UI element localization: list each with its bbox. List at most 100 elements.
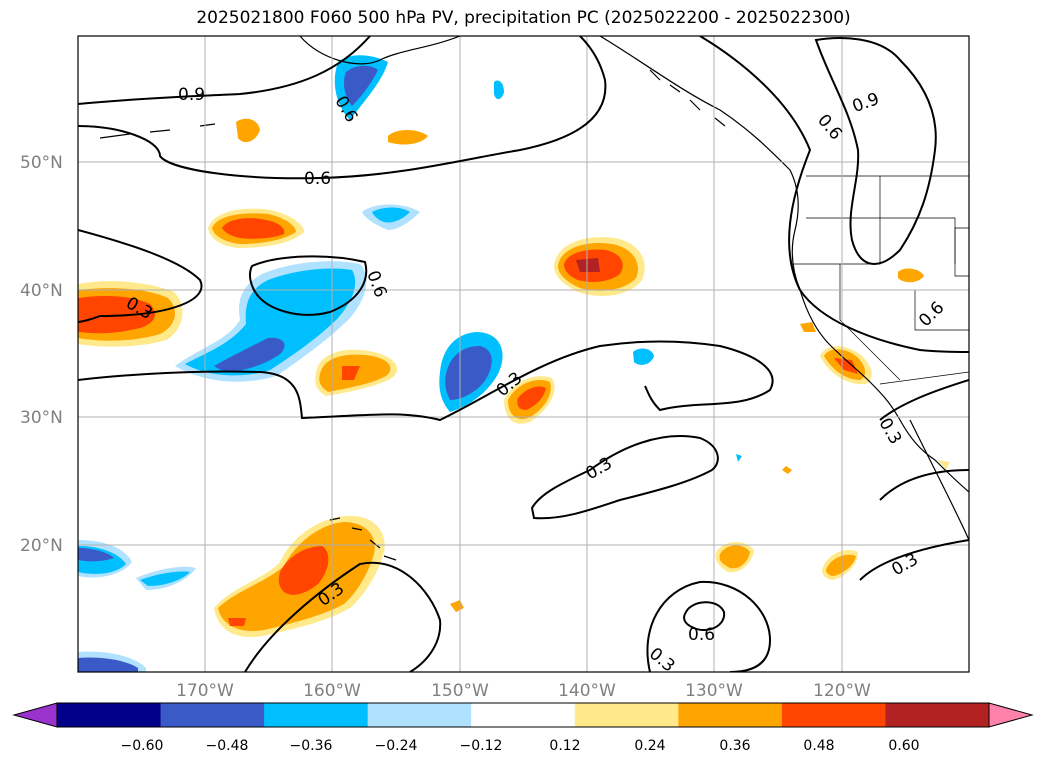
colorbar-segment xyxy=(264,703,369,727)
pv-contour-0.6-mid xyxy=(249,255,368,316)
pv-contour-0.6-ne xyxy=(699,36,969,353)
colorbar-segment xyxy=(781,703,886,727)
pos-anomaly-2 xyxy=(388,130,428,145)
lat-label-30n: 30°N xyxy=(20,408,63,428)
colorbar-tick-label: −0.36 xyxy=(290,738,333,754)
neg-anomaly-sw-3-core xyxy=(78,657,138,672)
pv-contour-0.9-nw xyxy=(78,36,371,105)
colorbar-tick-label: 0.12 xyxy=(549,738,580,754)
colorbar-segment xyxy=(885,703,990,727)
pos-anomaly-8-core xyxy=(278,546,329,595)
lon-label-170w: 170°W xyxy=(176,681,234,701)
lon-label-120w: 120°W xyxy=(813,681,871,701)
colorbar-tick-label: 0.60 xyxy=(888,738,919,754)
colorbar-tick-label: 0.24 xyxy=(634,738,665,754)
map-frame xyxy=(77,35,970,673)
colorbar-tick-label: −0.48 xyxy=(206,738,249,754)
colorbar: −0.60 −0.48 −0.36 −0.24 −0.12 0.12 0.24 … xyxy=(12,702,1034,754)
neg-anomaly-small-2 xyxy=(633,348,654,365)
colorbar-tick-label: 0.36 xyxy=(719,738,750,754)
colorbar-extend-max xyxy=(988,702,1034,728)
neg-anomaly-band-core xyxy=(214,337,285,372)
pos-anomaly-8-small xyxy=(228,618,246,626)
pv-contour-layer xyxy=(78,36,969,672)
lon-label-150w: 150°W xyxy=(431,681,489,701)
pos-anomaly-tiny-2 xyxy=(782,466,792,474)
border-box xyxy=(954,227,969,277)
pv-contour-0.3-sw xyxy=(244,561,442,672)
colorbar-segment xyxy=(160,703,265,727)
pv-contour-0.3-s xyxy=(530,435,719,520)
baja-coast xyxy=(909,419,969,541)
pos-anomaly-3-core xyxy=(222,218,285,239)
border-nv-az xyxy=(914,290,969,331)
pv-contour-0.6-north xyxy=(78,36,607,180)
colorbar-segment xyxy=(367,703,472,727)
latitude-labels: 50°N 40°N 30°N 20°N xyxy=(20,153,63,556)
pv-contour-0.6-se xyxy=(683,601,726,631)
contour-label: 0.6 xyxy=(304,169,331,189)
map-plot-area: 0.9 0.6 0.6 0.9 0.6 0.3 0.6 0.3 0.3 0.3 … xyxy=(78,36,969,672)
lon-label-140w: 140°W xyxy=(558,681,616,701)
pv-contour-0.9-ne xyxy=(814,37,937,265)
lat-label-40n: 40°N xyxy=(20,281,63,301)
pv-contour-0.3-w xyxy=(78,229,203,323)
contour-label: 0.9 xyxy=(178,85,205,105)
border-ca-nv xyxy=(839,264,901,381)
pv-contour-0.3-se2 xyxy=(859,539,969,581)
alaska-coast xyxy=(299,36,461,65)
neg-anomaly-sw-1-core xyxy=(78,548,114,562)
border-layer xyxy=(790,175,969,385)
pos-anomaly-9 xyxy=(719,545,750,569)
pos-anomaly-tiny-3 xyxy=(938,460,950,470)
lat-label-20n: 20°N xyxy=(20,536,63,556)
colorbar-segment xyxy=(574,703,679,727)
coastline-layer xyxy=(99,36,969,561)
neg-anomaly-band-main xyxy=(185,268,356,376)
pos-anomaly-11-core xyxy=(834,358,858,374)
pv-contour-0.3-e xyxy=(879,469,969,501)
colorbar-ticks: −0.60 −0.48 −0.36 −0.24 −0.12 0.12 0.24 … xyxy=(121,738,920,754)
pv-contour-0.3-mid xyxy=(78,340,774,422)
map-title: 2025021800 F060 500 hPa PV, precipitatio… xyxy=(196,8,851,28)
bc-islands xyxy=(649,69,726,127)
colorbar-segment xyxy=(471,703,576,727)
contour-label: 0.6 xyxy=(688,625,715,645)
colorbar-outline xyxy=(56,702,990,728)
na-west-coast xyxy=(599,36,969,493)
pv-contour-0.3-se xyxy=(646,580,772,672)
pos-anomaly-12 xyxy=(898,268,924,283)
colorbar-segment xyxy=(57,703,162,727)
colorbar-tick-label: 0.48 xyxy=(803,738,834,754)
pos-anomaly-5-core xyxy=(342,366,360,380)
neg-anomaly-small-1 xyxy=(494,80,504,100)
hawaii xyxy=(329,517,397,561)
colorbar-tick-label: −0.12 xyxy=(460,738,503,754)
neg-anomaly-center-core xyxy=(445,346,492,400)
border-us-mexico xyxy=(879,371,969,385)
neg-anomaly-light-1-core xyxy=(372,207,410,223)
precipitation-fill-layer xyxy=(78,55,950,672)
lon-label-160w: 160°W xyxy=(303,681,361,701)
lon-label-130w: 130°W xyxy=(685,681,743,701)
lat-label-50n: 50°N xyxy=(20,153,63,173)
pos-anomaly-6-core xyxy=(517,386,546,410)
neg-anomaly-alaska-core xyxy=(344,65,378,106)
pos-anomaly-13 xyxy=(800,322,816,332)
neg-anomaly-sw-2-main xyxy=(140,571,190,586)
colorbar-extend-min xyxy=(12,702,58,728)
colorbar-segment xyxy=(678,703,783,727)
colorbar-tick-label: −0.24 xyxy=(375,738,418,754)
colorbar-tick-label: −0.60 xyxy=(121,738,164,754)
colorbar-segments xyxy=(57,703,990,727)
pos-anomaly-4-core xyxy=(78,296,155,334)
gridlines xyxy=(78,36,969,672)
pos-anomaly-1 xyxy=(236,118,260,143)
pos-anomaly-10 xyxy=(826,554,856,576)
pos-anomaly-7-peak xyxy=(576,258,600,272)
pv-contour-0.3-coast xyxy=(879,379,969,421)
aleutians xyxy=(99,123,216,139)
longitude-labels: 170°W 160°W 150°W 140°W 130°W 120°W xyxy=(176,681,871,701)
neg-anomaly-tiny xyxy=(736,454,742,462)
